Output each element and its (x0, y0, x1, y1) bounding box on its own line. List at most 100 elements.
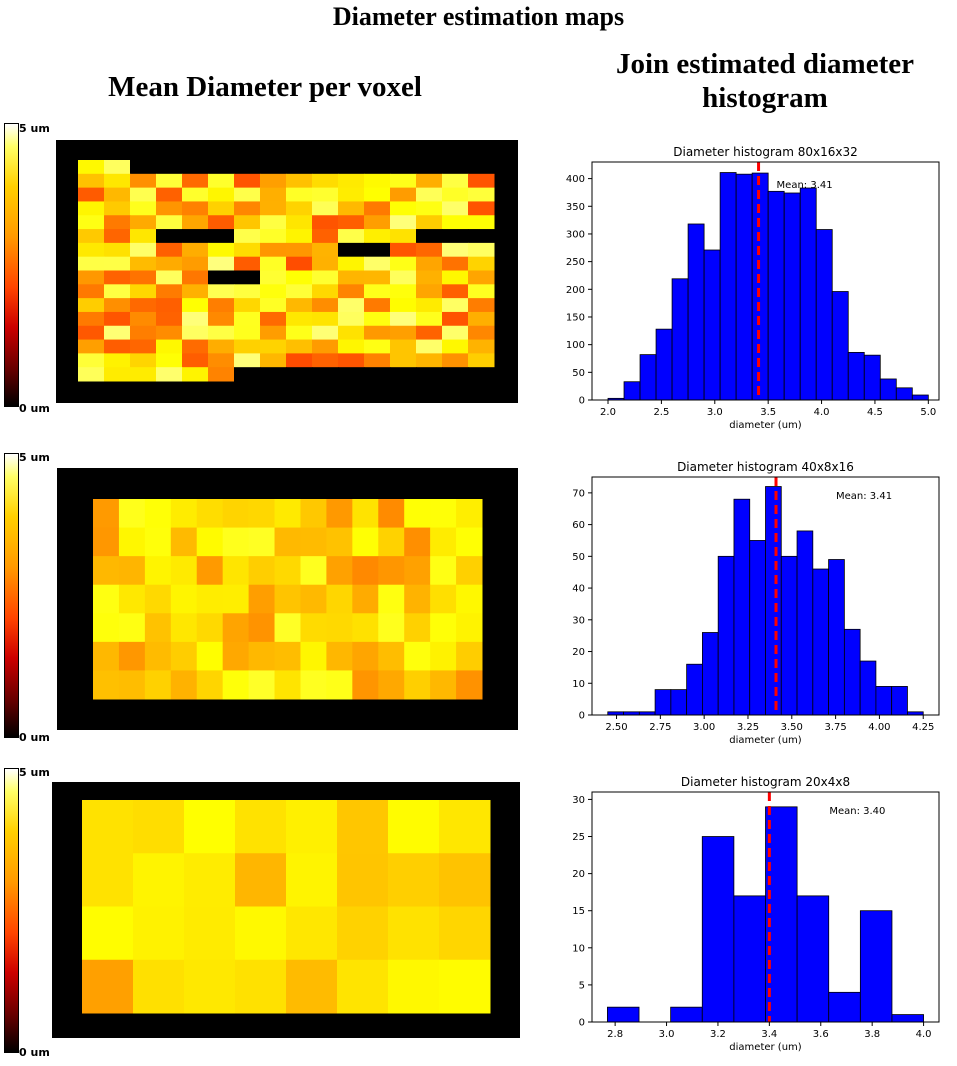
heatmap-cell (404, 584, 431, 614)
x-tick-label: 5.0 (920, 407, 936, 418)
heatmap-cell (248, 670, 276, 700)
heatmap-cell (118, 556, 146, 586)
heatmap-cell (442, 325, 469, 341)
heatmap-cell (312, 325, 339, 341)
heatmap-cell (130, 160, 157, 175)
heatmap-cell (364, 353, 391, 368)
heatmap-cell (312, 339, 339, 354)
mean-label: Mean: 3.41 (836, 491, 892, 502)
heatmap-cell (312, 187, 339, 202)
heatmap-cell (156, 311, 183, 327)
heatmap-cell (156, 256, 183, 271)
heatmap-cell (416, 215, 443, 230)
heatmap-cell (456, 556, 483, 586)
heatmap-cell (104, 353, 131, 368)
heatmap-cell (388, 959, 440, 1014)
heatmap-cell (378, 584, 405, 614)
heatmap-cell (312, 298, 339, 313)
heatmap-cell (260, 160, 287, 175)
heatmap-cell (208, 229, 235, 244)
histogram-bar (796, 530, 814, 716)
heatmap-cell (390, 215, 417, 230)
heatmap-cell (156, 298, 183, 313)
heatmap-cell (364, 215, 391, 230)
heatmap-cell (312, 284, 339, 299)
histogram-bar (812, 568, 829, 716)
histogram-bar (655, 328, 673, 401)
heatmap-cell (182, 242, 209, 258)
x-axis-label: diameter (um) (729, 420, 801, 431)
heatmap-cell (390, 367, 417, 382)
heatmap-cell (130, 339, 157, 354)
heatmap-cell (130, 215, 157, 230)
heatmap-cell (260, 353, 287, 368)
heatmap-cell (326, 527, 353, 557)
heatmap-cell (364, 201, 391, 216)
heatmap-cell (352, 641, 379, 671)
heatmap-cell (439, 959, 491, 1014)
heatmap-cell (442, 256, 469, 271)
heatmap-cell (156, 229, 183, 244)
heatmap-cell (182, 325, 209, 341)
heatmap-cell (104, 311, 131, 327)
heatmap-cell (118, 613, 146, 643)
heatmap-cell (456, 613, 483, 643)
heatmap-cell (442, 284, 469, 299)
y-tick-label: 0 (579, 711, 585, 722)
heatmap-cell (93, 527, 120, 557)
heatmap-cell (468, 298, 495, 313)
heatmap-cell (326, 499, 353, 529)
x-tick-label: 3.00 (693, 722, 715, 733)
heatmap-cell (222, 613, 250, 643)
y-tick-label: 50 (572, 552, 585, 563)
heatmap-cell (404, 613, 431, 643)
y-tick-label: 400 (566, 174, 585, 185)
x-tick-label: 4.25 (912, 722, 934, 733)
heatmap-cell (468, 160, 495, 175)
heatmap-cell (300, 584, 327, 614)
histogram-bar (783, 192, 801, 401)
colorbar-2-max-label: 5 um (19, 451, 50, 464)
heatmap-cell (468, 353, 495, 368)
heatmap-cell (260, 187, 287, 202)
x-tick-label: 3.5 (760, 407, 776, 418)
heatmap-cell (118, 584, 146, 614)
heatmap-cell (170, 670, 198, 700)
heatmap-cell (156, 270, 183, 285)
heatmap-cell (234, 339, 261, 354)
heatmap-cell (468, 284, 495, 299)
heatmap-cell (234, 298, 261, 313)
heatmap-cell (430, 613, 457, 643)
heatmap-cell (196, 641, 224, 671)
colorbar-2-min-label: 0 um (19, 731, 50, 744)
x-tick-label: 2.50 (605, 722, 627, 733)
mean-label: Mean: 3.40 (829, 806, 885, 817)
heatmap-cell (378, 527, 405, 557)
heatmap-cell (388, 853, 440, 907)
heatmap-cell (442, 242, 469, 258)
heatmap-cell (468, 367, 495, 382)
heatmap-cell (286, 853, 338, 907)
heatmap-cell (390, 187, 417, 202)
heatmap-cell (130, 367, 157, 382)
heatmap-cell (234, 353, 261, 368)
x-tick-label: 3.0 (659, 1029, 675, 1040)
heatmap-cell (144, 613, 172, 643)
heatmap-cell (78, 353, 105, 368)
heatmap-cell (208, 367, 235, 382)
heatmap-cell (430, 556, 457, 586)
heatmap-cell (144, 641, 172, 671)
x-tick-label: 3.75 (824, 722, 846, 733)
heatmap-cell (312, 242, 339, 258)
heatmap-cell (364, 339, 391, 354)
histogram-bar (719, 172, 737, 401)
heatmap-cell (78, 215, 105, 230)
heatmap-cell (196, 584, 224, 614)
heatmap-cell (104, 367, 131, 382)
x-tick-label: 3.4 (761, 1029, 777, 1040)
heatmap-cell (260, 284, 287, 299)
heatmap-cell (274, 641, 301, 671)
heatmap-cell (312, 201, 339, 216)
heatmap-cell (326, 613, 353, 643)
heatmap-cell (208, 270, 235, 285)
